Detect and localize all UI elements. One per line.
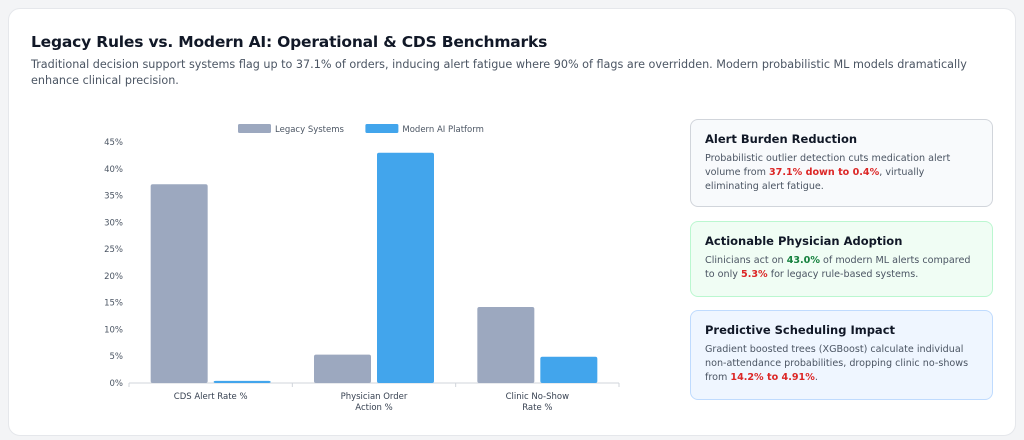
y-tick-label: 45% [104,138,123,148]
x-tick-label: Rate % [522,403,552,413]
bar-legacy-systems [314,354,371,383]
y-tick-label: 15% [104,299,123,309]
legend-swatch [365,124,399,133]
insight-highlight: 43.0% [786,255,820,266]
bar-legacy-systems [477,306,535,383]
benchmark-card: Legacy Rules vs. Modern AI: Operational … [8,8,1016,436]
insight-title: Actionable Physician Adoption [705,234,903,248]
bar-legacy-systems [150,184,208,383]
insight-card-scheduling-impact: Predictive Scheduling Impact Gradient bo… [690,310,993,400]
x-tick-label: Action % [355,403,392,413]
x-tick-label: Physician Order [341,392,408,402]
insight-text: Probabilistic outlier detection cuts med… [705,153,951,192]
legend-label: Legacy Systems [275,125,345,135]
bar-modern-ai-platform [540,356,598,383]
page-subtitle: Traditional decision support systems fla… [31,58,967,87]
x-tick-label: CDS Alert Rate % [174,392,248,402]
y-tick-label: 35% [104,192,123,202]
insight-text: Clinicians act on 43.0% of modern ML ale… [705,255,971,280]
y-tick-label: 25% [104,245,123,255]
insight-highlight: 14.2% to 4.91% [730,372,815,383]
legend-swatch [238,124,271,133]
bar-modern-ai-platform [213,380,271,383]
page-title: Legacy Rules vs. Modern AI: Operational … [31,33,548,51]
bar-chart: 0% 5% 10% 15% 20% 25% 30% 35% 40% 45% CDS Alert Ra… [104,124,620,413]
insight-highlight: 5.3% [741,269,768,280]
y-tick-label: 20% [104,272,123,282]
insight-text: Gradient boosted trees (XGBoost) calcula… [705,344,969,383]
insight-highlight: 37.1% down to 0.4% [768,167,880,178]
y-tick-label: 30% [104,218,123,228]
y-tick-label: 10% [104,325,123,335]
y-tick-label: 5% [110,352,124,362]
legend-label: Modern AI Platform [402,125,483,135]
bar-modern-ai-platform [377,152,434,383]
insight-card-physician-adoption: Actionable Physician Adoption Clinicians… [690,221,993,297]
y-tick-label: 0% [110,379,124,389]
y-tick-label: 40% [104,165,123,175]
insight-card-alert-burden: Alert Burden Reduction Probabilistic out… [690,119,993,207]
insight-title: Predictive Scheduling Impact [705,323,896,337]
insight-title: Alert Burden Reduction [705,132,858,146]
x-tick-label: Clinic No-Show [506,392,570,402]
